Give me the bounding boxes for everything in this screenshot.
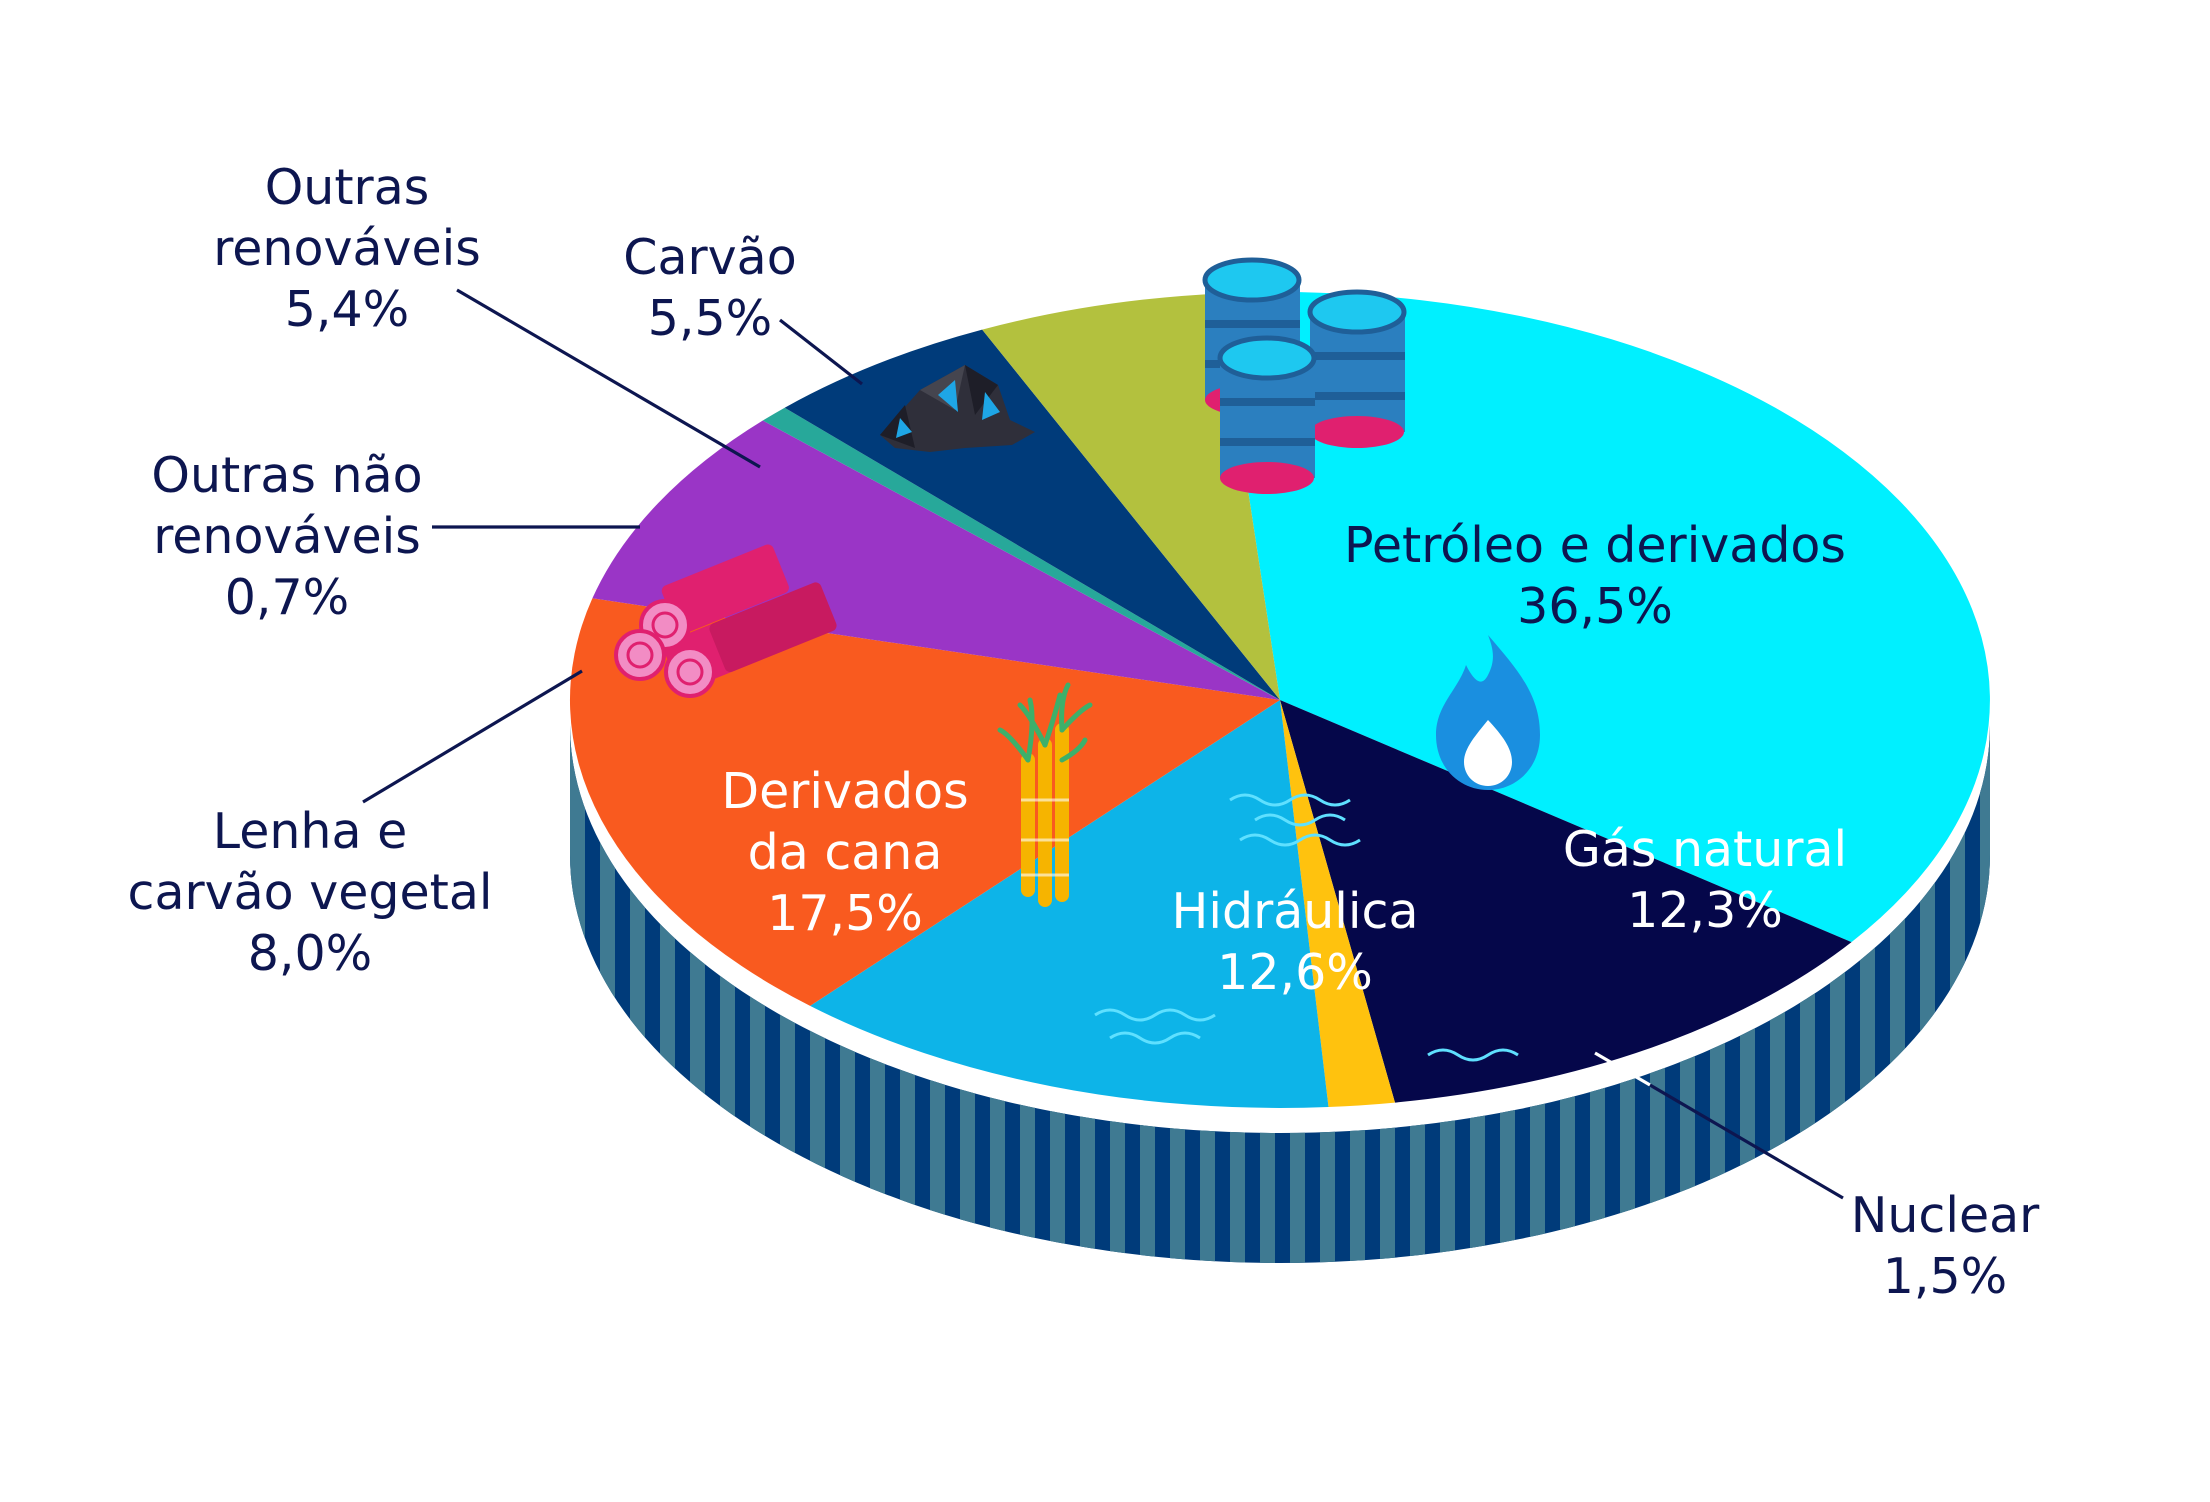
label-hidraulica-line-1: 12,6% <box>1217 944 1373 1001</box>
pie-slice-2 <box>1280 700 1395 1107</box>
label-petroleo-line-1: 36,5% <box>1517 578 1673 635</box>
label-cana-line-1: da cana <box>748 824 943 881</box>
label-lenha-line-1: carvão vegetal <box>128 864 493 921</box>
label-carvao-line-1: 5,5% <box>648 290 773 347</box>
label-lenha-line-2: 8,0% <box>248 925 373 982</box>
label-outras-ren-line-1: renováveis <box>213 220 481 277</box>
label-nuclear-line-1: 1,5% <box>1883 1248 2008 1305</box>
gas-flame-icon <box>1436 635 1540 790</box>
firewood-logs-icon <box>614 544 837 698</box>
pie-slice-3 <box>810 700 1329 1108</box>
label-cana-line-0: Derivados <box>721 763 968 820</box>
label-outras-nao-line-1: renováveis <box>153 508 421 565</box>
coal-lumps-icon <box>880 365 1035 452</box>
label-outras-ren-line-2: 5,4% <box>285 281 410 338</box>
label-carvao-line-0: Carvão <box>623 229 796 286</box>
label-petroleo-line-0: Petróleo e derivados <box>1344 517 1846 574</box>
label-hidraulica-line-0: Hidráulica <box>1172 883 1419 940</box>
pie-slice-6 <box>762 407 1280 700</box>
sugarcane-icon <box>997 682 1093 907</box>
label-outras-nao-line-2: 0,7% <box>225 569 350 626</box>
oil-barrels-icon <box>1202 257 1407 494</box>
label-nuclear-line-0: Nuclear <box>1851 1187 2040 1244</box>
label-gas-line-0: Gás natural <box>1563 821 1847 878</box>
pie-slice-0 <box>1218 292 1990 943</box>
label-gas-line-1: 12,3% <box>1627 882 1783 939</box>
label-outras-nao-line-0: Outras não <box>151 447 422 504</box>
label-lenha-line-0: Lenha e <box>213 803 407 860</box>
label-outras-ren-line-0: Outras <box>265 159 430 216</box>
pie-slice-1 <box>1280 700 1852 1103</box>
pie-slice-5 <box>592 420 1280 700</box>
pie-slice-4 <box>569 598 1280 1006</box>
label-cana-line-2: 17,5% <box>767 885 923 942</box>
water-waves-icon <box>1094 793 1519 1062</box>
leader-lines <box>362 288 1844 1200</box>
